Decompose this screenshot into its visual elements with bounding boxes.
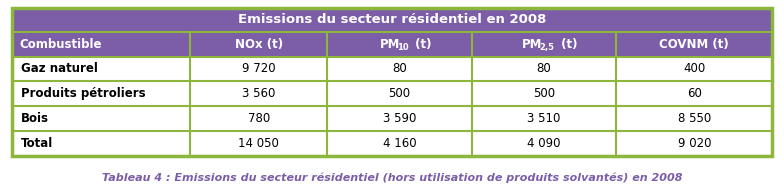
Text: 3 560: 3 560 <box>242 87 276 100</box>
Text: 9 020: 9 020 <box>677 137 711 150</box>
Bar <box>12 57 772 81</box>
Text: 80: 80 <box>392 62 407 75</box>
Text: NOx (t): NOx (t) <box>235 38 283 51</box>
Text: Tableau 4 : Emissions du secteur résidentiel (hors utilisation de produits solva: Tableau 4 : Emissions du secteur résiden… <box>102 172 682 183</box>
Text: COVNM (t): COVNM (t) <box>659 38 729 51</box>
Text: 10: 10 <box>397 43 409 52</box>
Text: PM: PM <box>522 38 543 51</box>
Bar <box>12 131 772 156</box>
Text: (t): (t) <box>557 38 577 51</box>
Text: Total: Total <box>21 137 53 150</box>
Bar <box>12 32 772 57</box>
Text: Combustible: Combustible <box>20 38 102 51</box>
Text: 80: 80 <box>537 62 551 75</box>
Text: PM: PM <box>380 38 401 51</box>
Text: 60: 60 <box>687 87 702 100</box>
Text: 9 720: 9 720 <box>242 62 276 75</box>
Text: Emissions du secteur résidentiel en 2008: Emissions du secteur résidentiel en 2008 <box>238 13 546 26</box>
Text: 500: 500 <box>533 87 555 100</box>
Bar <box>12 106 772 131</box>
Text: 400: 400 <box>683 62 706 75</box>
Text: Bois: Bois <box>21 112 49 125</box>
Text: 2,5: 2,5 <box>539 43 554 52</box>
Text: 14 050: 14 050 <box>238 137 279 150</box>
Text: 4 160: 4 160 <box>383 137 416 150</box>
Bar <box>12 8 772 156</box>
Bar <box>12 81 772 106</box>
Text: 780: 780 <box>248 112 270 125</box>
Text: 4 090: 4 090 <box>528 137 561 150</box>
Text: 8 550: 8 550 <box>677 112 711 125</box>
Text: Produits pétroliers: Produits pétroliers <box>21 87 146 100</box>
Text: Gaz naturel: Gaz naturel <box>21 62 98 75</box>
Text: 3 590: 3 590 <box>383 112 416 125</box>
Bar <box>12 8 772 32</box>
Text: 500: 500 <box>389 87 411 100</box>
Text: (t): (t) <box>412 38 432 51</box>
Text: 3 510: 3 510 <box>528 112 561 125</box>
